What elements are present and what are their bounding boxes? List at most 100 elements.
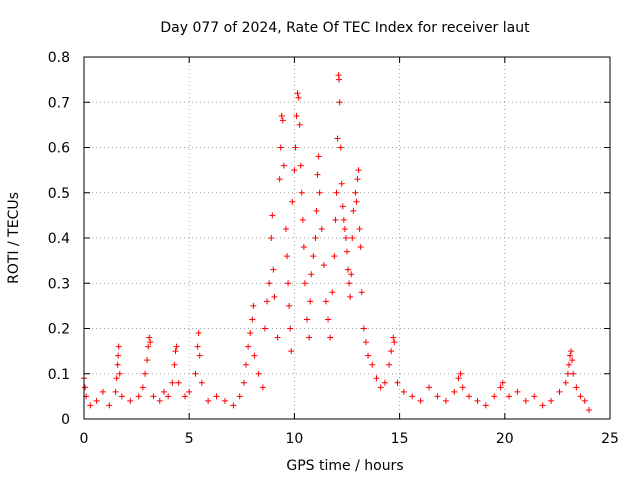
data-point: [146, 334, 153, 341]
y-tick-label: 0.1: [48, 367, 70, 383]
data-point: [356, 225, 363, 232]
data-point: [115, 343, 122, 350]
data-point: [294, 90, 301, 97]
chart-title: Day 077 of 2024, Rate Of TEC Index for r…: [160, 20, 530, 36]
data-point: [497, 384, 504, 391]
y-tick-label: 0.7: [48, 95, 70, 111]
data-point: [310, 253, 317, 260]
data-point: [259, 384, 266, 391]
y-axis-ticks: 0 0.1 0.2 0.3 0.4 0.5 0.6 0.7 0.8: [48, 50, 610, 428]
data-point: [315, 153, 322, 160]
data-point: [491, 393, 498, 400]
data-point: [243, 361, 250, 368]
data-point: [400, 388, 407, 395]
data-point: [282, 225, 289, 232]
data-point: [548, 397, 555, 404]
data-point: [339, 203, 346, 210]
data-point: [390, 334, 397, 341]
data-point: [205, 397, 212, 404]
data-point: [357, 244, 364, 251]
data-point: [87, 402, 94, 409]
data-point: [186, 388, 193, 395]
y-axis-label: ROTI / TECUs: [6, 192, 22, 284]
data-point: [373, 375, 380, 382]
data-point: [245, 343, 252, 350]
data-point: [240, 379, 247, 386]
data-point: [354, 176, 361, 183]
data-point: [268, 235, 275, 241]
data-point: [539, 402, 546, 409]
data-point: [457, 370, 464, 377]
data-point: [568, 348, 575, 355]
x-tick-label: 0: [80, 431, 89, 447]
data-point: [556, 388, 563, 395]
data-point: [295, 94, 302, 101]
data-point: [271, 293, 278, 300]
data-point: [334, 135, 341, 142]
data-point: [381, 379, 388, 386]
data-point: [304, 316, 311, 323]
data-point: [142, 370, 149, 377]
data-point: [198, 379, 205, 386]
y-tick-label: 0.4: [48, 231, 70, 247]
data-point: [347, 293, 354, 300]
data-point: [192, 370, 199, 377]
y-tick-label: 0.2: [48, 322, 70, 338]
data-point: [341, 225, 348, 232]
y-tick-label: 0.3: [48, 276, 70, 292]
data-point: [345, 266, 352, 273]
data-point: [277, 144, 284, 151]
x-tick-label: 20: [496, 431, 514, 447]
x-tick-label: 25: [601, 431, 619, 447]
data-point: [362, 339, 369, 346]
data-point: [266, 280, 273, 287]
data-point: [93, 397, 100, 404]
data-point: [296, 121, 303, 128]
data-point: [169, 379, 176, 386]
data-point: [127, 397, 134, 404]
data-point: [165, 393, 172, 400]
data-point: [332, 216, 339, 223]
data-point: [285, 280, 292, 287]
data-point: [417, 397, 424, 404]
y-tick-label: 0.8: [48, 50, 70, 66]
data-point: [196, 352, 203, 359]
data-point: [194, 343, 201, 350]
data-point: [112, 388, 119, 395]
data-point: [150, 393, 157, 400]
data-point: [280, 162, 287, 169]
data-point: [264, 298, 271, 305]
data-point: [474, 397, 481, 404]
data-point: [336, 99, 343, 106]
data-point: [348, 271, 355, 278]
x-tick-label: 15: [391, 431, 409, 447]
data-point: [327, 334, 334, 341]
data-point: [350, 207, 357, 214]
data-point: [99, 388, 106, 395]
data-point: [274, 334, 281, 341]
x-tick-label: 10: [285, 431, 303, 447]
data-point: [442, 397, 449, 404]
data-point: [284, 253, 291, 260]
data-point: [156, 397, 163, 404]
data-point: [289, 198, 296, 205]
data-point: [249, 316, 256, 323]
data-point: [308, 271, 315, 278]
data-point: [147, 339, 154, 346]
data-point: [171, 361, 178, 368]
data-point: [144, 357, 151, 364]
data-point: [213, 393, 220, 400]
data-point: [340, 216, 347, 223]
data-point: [585, 406, 592, 413]
data-point: [261, 325, 268, 332]
data-point: [173, 343, 180, 350]
data-point: [116, 370, 123, 377]
data-point: [293, 112, 300, 119]
data-point: [451, 388, 458, 395]
data-point: [269, 212, 276, 219]
data-point: [270, 266, 277, 273]
data-point: [564, 370, 571, 377]
data-point: [337, 144, 344, 151]
data-point: [236, 393, 243, 400]
data-point: [333, 189, 340, 196]
